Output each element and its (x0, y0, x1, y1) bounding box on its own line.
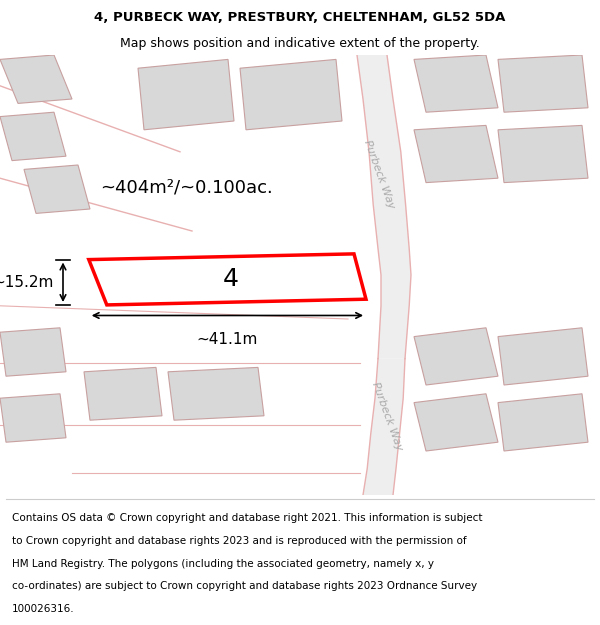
Polygon shape (357, 55, 411, 359)
Text: to Crown copyright and database rights 2023 and is reproduced with the permissio: to Crown copyright and database rights 2… (12, 536, 467, 546)
Polygon shape (84, 368, 162, 420)
Polygon shape (363, 359, 405, 495)
Polygon shape (498, 394, 588, 451)
Polygon shape (414, 394, 498, 451)
Polygon shape (0, 394, 66, 442)
Text: co-ordinates) are subject to Crown copyright and database rights 2023 Ordnance S: co-ordinates) are subject to Crown copyr… (12, 581, 477, 591)
Text: HM Land Registry. The polygons (including the associated geometry, namely x, y: HM Land Registry. The polygons (includin… (12, 559, 434, 569)
Polygon shape (240, 59, 342, 130)
Text: ~15.2m: ~15.2m (0, 275, 54, 290)
Polygon shape (414, 328, 498, 385)
Polygon shape (414, 126, 498, 182)
Polygon shape (498, 55, 588, 112)
Text: Map shows position and indicative extent of the property.: Map shows position and indicative extent… (120, 38, 480, 51)
Text: 4: 4 (223, 268, 239, 291)
Text: ~41.1m: ~41.1m (197, 332, 258, 348)
Polygon shape (0, 55, 72, 103)
Text: ~404m²/~0.100ac.: ~404m²/~0.100ac. (100, 178, 272, 196)
Polygon shape (0, 112, 66, 161)
Text: Contains OS data © Crown copyright and database right 2021. This information is : Contains OS data © Crown copyright and d… (12, 513, 482, 523)
Polygon shape (498, 328, 588, 385)
Polygon shape (0, 328, 66, 376)
Polygon shape (89, 254, 366, 305)
Polygon shape (168, 368, 264, 420)
Text: 100026316.: 100026316. (12, 604, 74, 614)
Polygon shape (414, 55, 498, 112)
Polygon shape (24, 165, 90, 213)
Text: 4, PURBECK WAY, PRESTBURY, CHELTENHAM, GL52 5DA: 4, PURBECK WAY, PRESTBURY, CHELTENHAM, G… (94, 11, 506, 24)
Polygon shape (138, 59, 234, 130)
Text: Purbeck Way: Purbeck Way (370, 380, 404, 451)
Polygon shape (498, 126, 588, 182)
Text: Purbeck Way: Purbeck Way (362, 138, 396, 209)
